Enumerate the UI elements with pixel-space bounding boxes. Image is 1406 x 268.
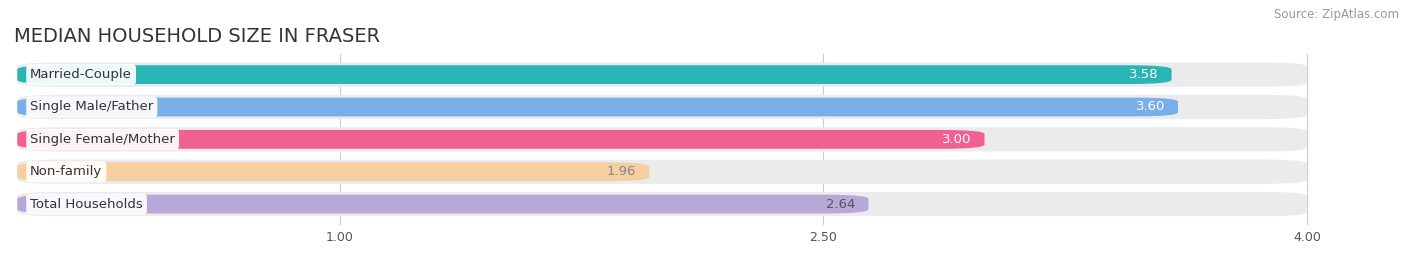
Text: Non-family: Non-family — [30, 165, 103, 178]
Text: 3.58: 3.58 — [1129, 68, 1159, 81]
Text: Total Households: Total Households — [30, 198, 143, 211]
Text: 1.96: 1.96 — [607, 165, 637, 178]
Text: MEDIAN HOUSEHOLD SIZE IN FRASER: MEDIAN HOUSEHOLD SIZE IN FRASER — [14, 28, 380, 46]
FancyBboxPatch shape — [17, 98, 1178, 116]
FancyBboxPatch shape — [17, 95, 1308, 119]
FancyBboxPatch shape — [17, 130, 984, 149]
Text: Source: ZipAtlas.com: Source: ZipAtlas.com — [1274, 8, 1399, 21]
Text: Married-Couple: Married-Couple — [30, 68, 132, 81]
Text: 3.60: 3.60 — [1136, 100, 1166, 113]
FancyBboxPatch shape — [17, 159, 1308, 184]
Text: Single Female/Mother: Single Female/Mother — [30, 133, 176, 146]
FancyBboxPatch shape — [17, 62, 1308, 87]
FancyBboxPatch shape — [17, 162, 650, 181]
Text: 2.64: 2.64 — [827, 198, 856, 211]
FancyBboxPatch shape — [17, 65, 1171, 84]
FancyBboxPatch shape — [17, 195, 869, 214]
FancyBboxPatch shape — [17, 127, 1308, 151]
FancyBboxPatch shape — [17, 192, 1308, 216]
Text: Single Male/Father: Single Male/Father — [30, 100, 153, 113]
Text: 3.00: 3.00 — [942, 133, 972, 146]
